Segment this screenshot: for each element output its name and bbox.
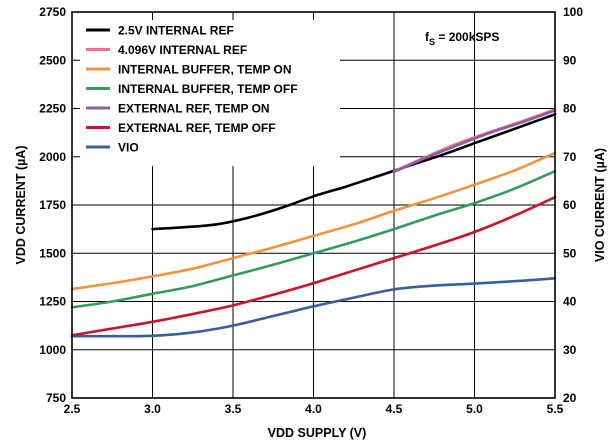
y-tick-label: 2750: [39, 5, 66, 19]
y2-tick-label: 20: [563, 391, 577, 405]
y2-tick-label: 100: [563, 5, 583, 19]
annotation-rate: = 200kSPS: [435, 30, 499, 44]
y-tick-label: 1750: [39, 198, 66, 212]
x-tick-label: 5.5: [547, 402, 564, 416]
series-line: [70, 169, 557, 309]
x-tick-label: 5.0: [466, 402, 483, 416]
series-line: [151, 113, 557, 231]
y-axis-title: VDD CURRENT (µA): [14, 145, 28, 264]
annotation-f: f: [425, 30, 430, 44]
legend-label: EXTERNAL REF, TEMP OFF: [118, 121, 276, 135]
legend-label: 2.5V INTERNAL REF: [118, 24, 234, 38]
y2-tick-label: 60: [563, 198, 577, 212]
x-tick-label: 4.0: [305, 402, 322, 416]
y-tick-label: 1500: [39, 246, 66, 260]
plot-frame: [71, 11, 556, 399]
x-axis-title: VDD SUPPLY (V): [268, 426, 367, 440]
legend: 2.5V INTERNAL REF 4.096V INTERNAL REF INTE…: [80, 20, 340, 166]
y-tick-label: 2500: [39, 53, 66, 67]
x-tick-label: 4.5: [386, 402, 403, 416]
y2-tick-label: 70: [563, 150, 577, 164]
legend-label: EXTERNAL REF, TEMP ON: [118, 102, 270, 116]
y-tick-label: 750: [46, 391, 66, 405]
axes: 2.5 3.0 3.5 4.0 4.5 5.0 5.5 750 1000 1250 1500 1750…: [39, 5, 583, 416]
legend-background: [80, 20, 340, 166]
series-line: [70, 196, 557, 337]
series-line: [392, 109, 557, 174]
legend-label: VIO: [118, 141, 139, 155]
legend-label: INTERNAL BUFFER, TEMP OFF: [118, 82, 298, 96]
legend-label: INTERNAL BUFFER, TEMP ON: [118, 63, 292, 77]
legend-label: 4.096V INTERNAL REF: [118, 43, 247, 57]
y2-tick-label: 50: [563, 246, 577, 260]
y-tick-label: 2000: [39, 150, 66, 164]
series-lines: [70, 108, 557, 338]
y2-tick-label: 80: [563, 102, 577, 116]
sampling-rate-annotation: fS = 200kSPS: [425, 30, 499, 47]
x-tick-label: 2.5: [64, 402, 81, 416]
x-tick-label: 3.0: [144, 402, 161, 416]
y2-tick-label: 30: [563, 343, 577, 357]
y-tick-label: 1250: [39, 295, 66, 309]
series-line: [70, 151, 557, 291]
y-tick-label: 2250: [39, 102, 66, 116]
x-tick-label: 3.5: [225, 402, 242, 416]
series-line: [70, 277, 557, 338]
y2-axis-title: VIO CURRENT (µA): [593, 148, 607, 262]
y-tick-label: 1000: [39, 343, 66, 357]
annotation-subscript: S: [429, 37, 435, 47]
y2-tick-label: 40: [563, 295, 577, 309]
y2-tick-label: 90: [563, 53, 577, 67]
